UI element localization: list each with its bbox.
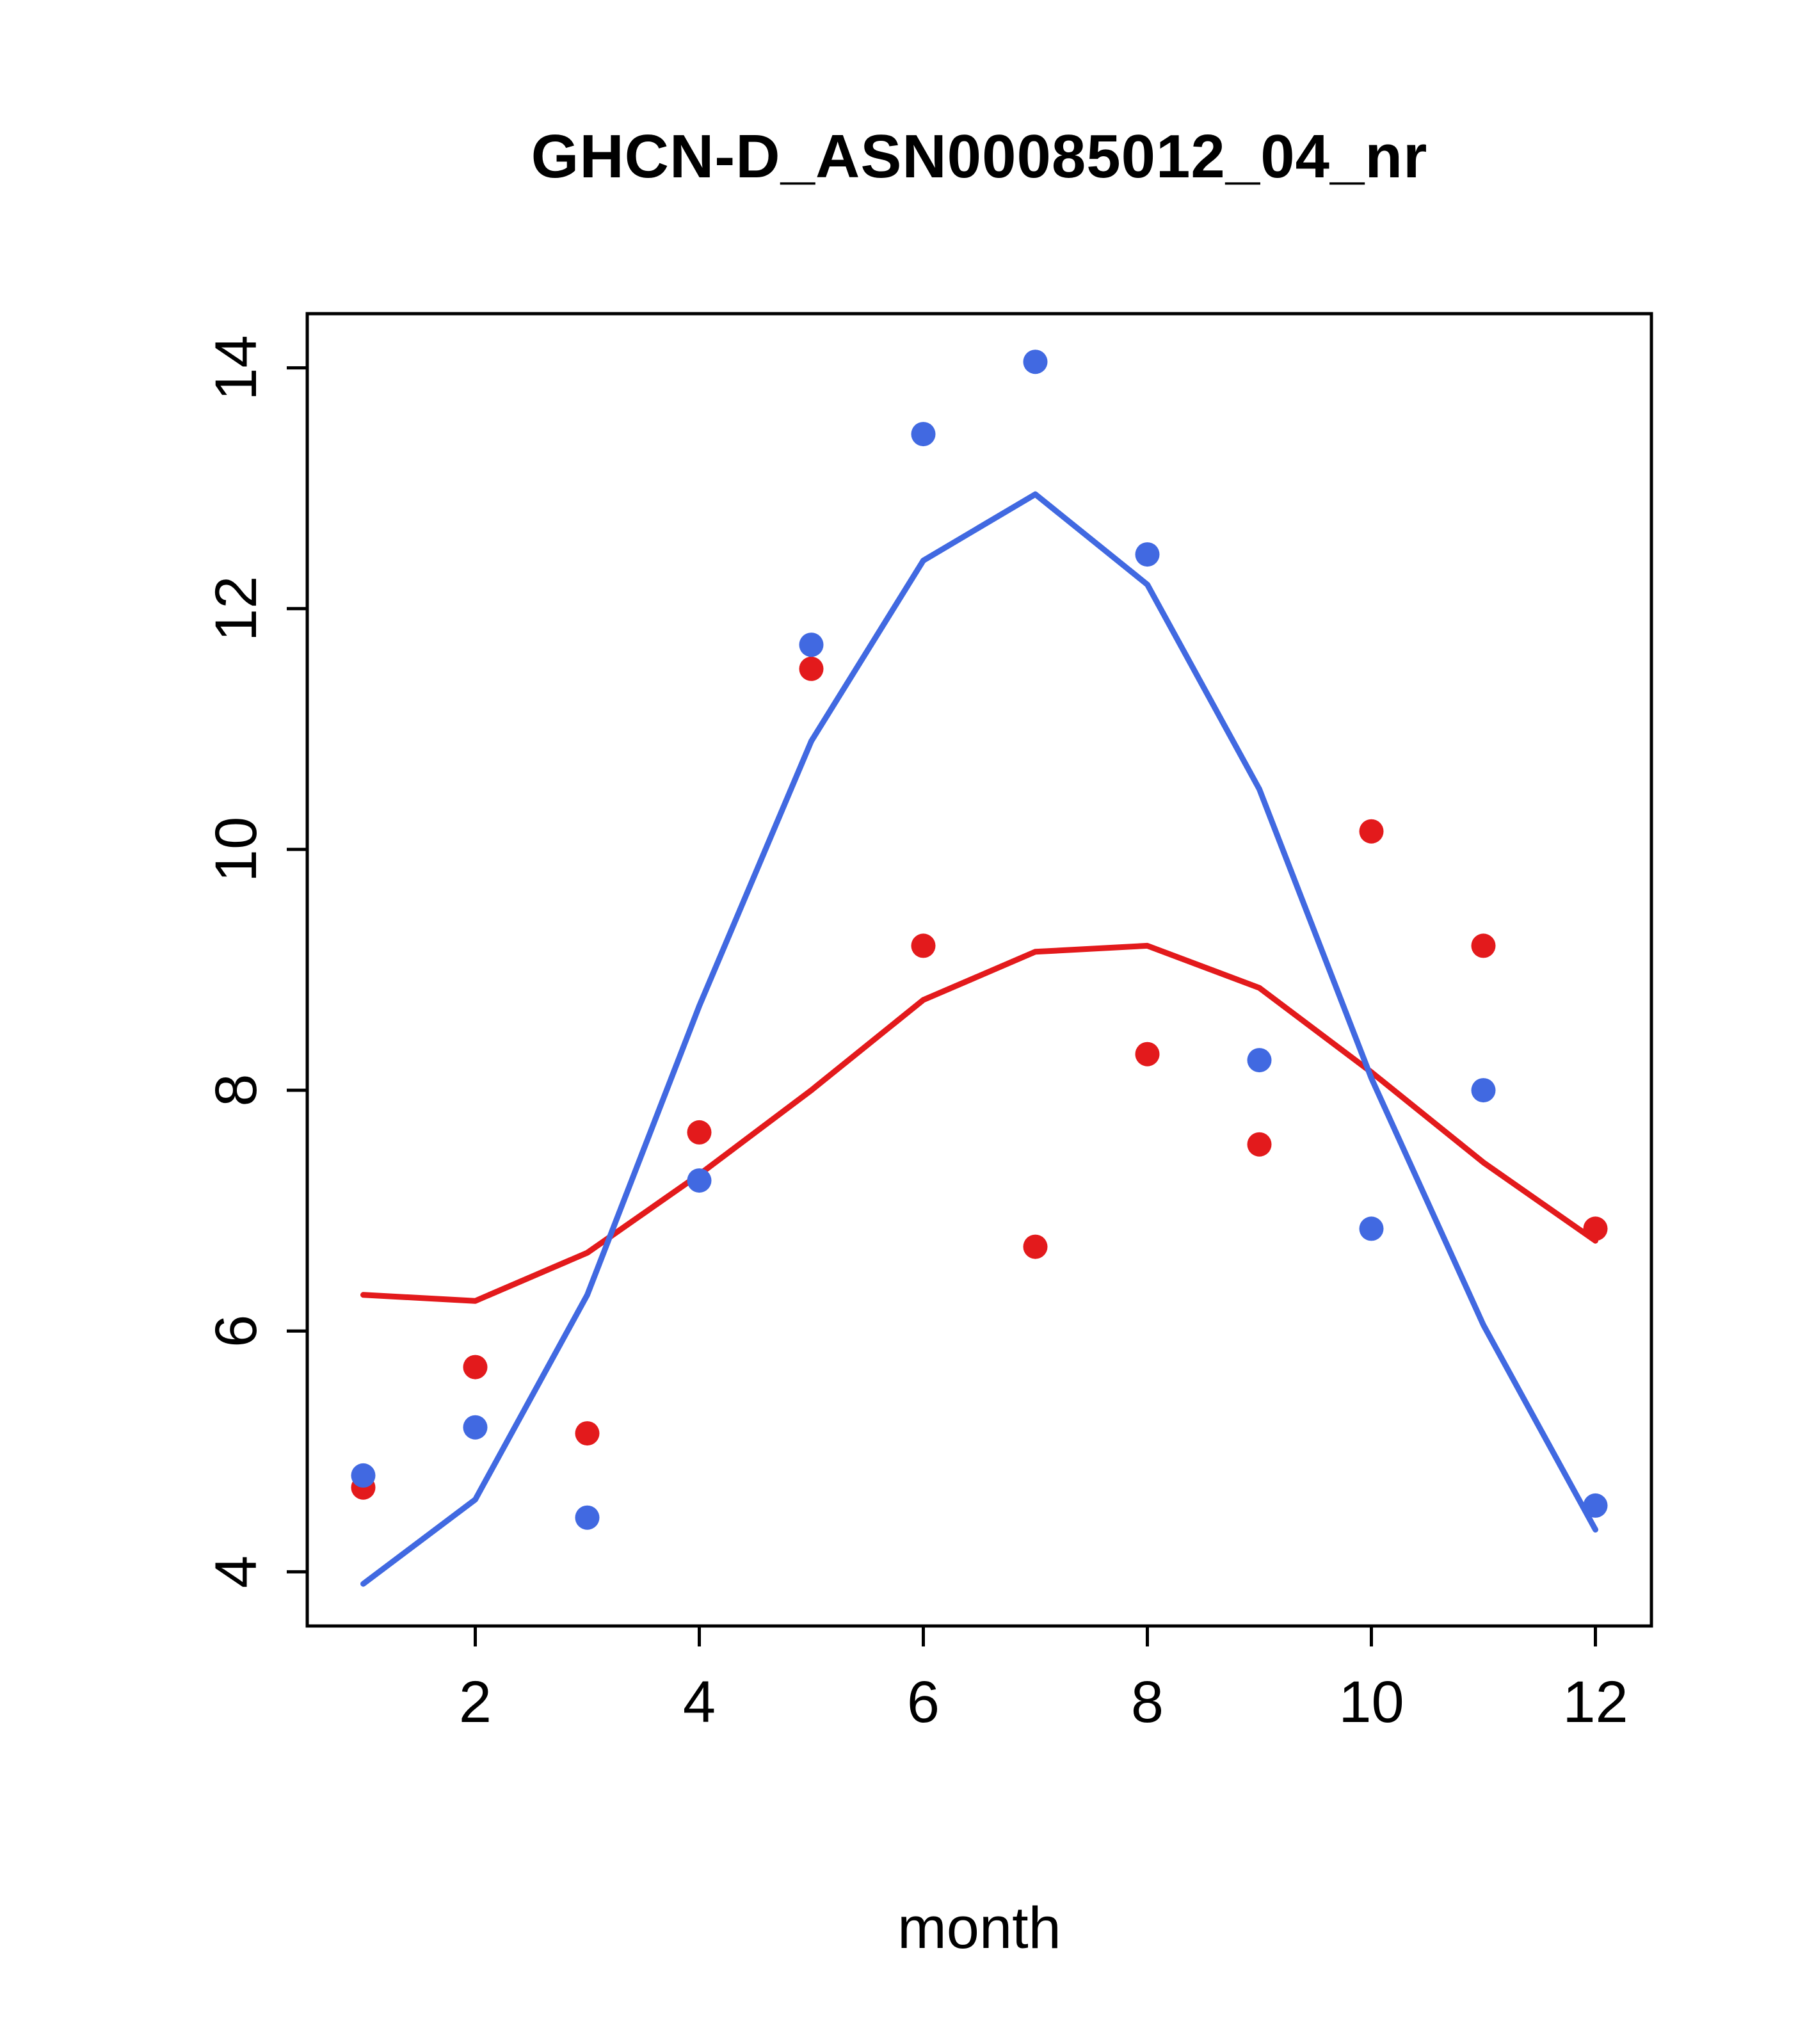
x-tick-label: 12 [1562,1670,1628,1735]
red-series-point [1583,1216,1608,1241]
red-series-line [360,942,1598,1304]
y-tick-label: 14 [204,335,269,400]
y-tick-label: 12 [204,576,269,641]
blue-series-point [1359,1216,1384,1241]
x-tick-label: 8 [1131,1670,1164,1735]
blue-series-point [1023,350,1048,374]
red-series-point [1023,1234,1048,1259]
red-series-point [1247,1132,1272,1157]
x-tick-label: 10 [1338,1670,1404,1735]
y-tick-label: 4 [204,1556,269,1588]
blue-series-point [1135,542,1160,567]
red-series-point [1135,1042,1160,1066]
red-series-point [799,656,824,681]
red-series-point [463,1355,488,1380]
x-tick-label: 2 [459,1670,492,1735]
blue-series-point [1471,1078,1496,1103]
blue-series-point [1583,1493,1608,1518]
red-series-point [1471,933,1496,958]
red-series-point [911,933,936,958]
y-tick-label: 8 [204,1074,269,1106]
blue-series-point [1247,1048,1272,1073]
x-axis-title: month [897,1895,1061,1961]
blue-series-line [360,491,1598,1587]
blue-series-point [687,1168,712,1193]
red-series-point [1359,819,1384,844]
blue-series-point [575,1505,600,1530]
red-series-point [575,1421,600,1446]
y-tick-label: 6 [204,1315,269,1348]
blue-series-point [799,632,824,657]
y-tick-label: 10 [204,817,269,882]
chart-title: GHCN-D_ASN00085012_04_nr [531,122,1428,191]
blue-series-point [463,1415,488,1440]
x-tick-label: 4 [683,1670,716,1735]
plot-box [305,312,1653,1628]
red-series-point [687,1120,712,1145]
blue-series-point [351,1463,376,1488]
blue-series-point [911,422,936,447]
x-tick-label: 6 [907,1670,940,1735]
